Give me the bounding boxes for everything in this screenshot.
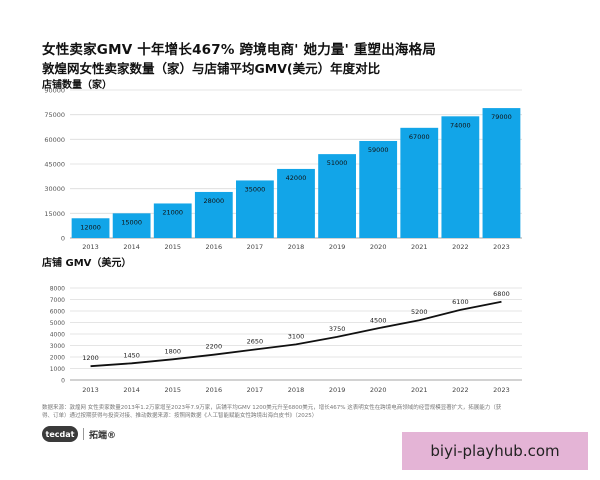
- line-value-label: 5200: [411, 308, 428, 316]
- line-value-label: 2650: [247, 338, 264, 346]
- bar-value-label: 51000: [327, 159, 348, 167]
- bar-y-tick-label: 60000: [44, 136, 65, 144]
- bar-x-tick-label: 2022: [452, 243, 469, 251]
- bar-x-tick-label: 2018: [288, 243, 305, 251]
- bar-chart-ylabel: 店铺数量（家）: [42, 80, 112, 91]
- line-x-tick-label: 2018: [288, 386, 305, 394]
- line-value-label: 3750: [329, 325, 346, 333]
- bar-x-tick-label: 2023: [493, 243, 510, 251]
- line-x-tick-label: 2016: [206, 386, 223, 394]
- bar: [441, 116, 480, 238]
- bar-y-tick-label: 75000: [44, 111, 65, 119]
- bar: [482, 108, 521, 238]
- line-x-tick-label: 2019: [329, 386, 346, 394]
- line-y-tick-label: 3000: [50, 343, 65, 350]
- line-value-label: 1200: [82, 354, 99, 362]
- brand: tecdat 拓端®: [42, 426, 116, 442]
- bar-value-label: 74000: [450, 121, 471, 129]
- bar: [112, 213, 151, 238]
- line-y-tick-label: 6000: [50, 309, 65, 316]
- bar-y-tick-label: 0: [61, 235, 65, 243]
- bar-x-tick-label: 2021: [411, 243, 428, 251]
- line-y-tick-label: 4000: [50, 332, 65, 339]
- bar: [318, 154, 356, 238]
- line-value-label: 3100: [288, 332, 305, 340]
- bar-x-tick-label: 2019: [329, 243, 346, 251]
- bar-chart: 0 15000 30000 45000 60000 75000 90000 12000 2013…: [44, 87, 522, 251]
- line-y-tick-label: 0: [61, 378, 65, 385]
- line-x-tick-label: 2013: [82, 386, 99, 394]
- bar-value-label: 15000: [121, 218, 142, 226]
- line-x-tick-label: 2017: [247, 386, 264, 394]
- bar: [277, 168, 315, 238]
- watermark: biyi-playhub.com: [402, 432, 588, 470]
- bar-y-tick-label: 30000: [44, 185, 65, 193]
- line-y-tick-label: 1000: [50, 366, 65, 373]
- bar: [236, 180, 274, 238]
- bar-value-label: 35000: [245, 185, 266, 193]
- line-x-tick-label: 2021: [411, 386, 428, 394]
- brand-name: 拓端®: [89, 430, 117, 441]
- bar: [194, 191, 233, 238]
- bar-value-label: 59000: [368, 146, 389, 154]
- line-value-label: 1450: [123, 351, 140, 359]
- line-value-label: 6100: [452, 298, 469, 306]
- bar-x-tick-label: 2017: [247, 243, 264, 251]
- line-value-label: 4500: [370, 316, 387, 324]
- line-value-label: 2200: [206, 343, 223, 351]
- line-x-tick-label: 2022: [452, 386, 469, 394]
- footnote: 数据来源：敦煌网 女性卖家数量2013年1.2万家增至2023年7.9万家，店铺…: [42, 405, 502, 419]
- bar: [359, 140, 398, 238]
- bar: [71, 218, 110, 238]
- bar-value-label: 28000: [203, 197, 224, 205]
- bar-x-tick-label: 2013: [82, 243, 99, 251]
- bar-y-tick-label: 45000: [44, 161, 65, 169]
- line-x-tick-label: 2015: [164, 386, 181, 394]
- bar-x-tick-label: 2015: [164, 243, 181, 251]
- line-value-label: 6800: [493, 290, 510, 298]
- chart-title: 女性卖家GMV 十年增长467% 跨境电商' 她力量' 重塑出海格局: [42, 42, 437, 58]
- line-x-tick-label: 2014: [123, 386, 140, 394]
- line-y-tick-label: 2000: [50, 355, 65, 362]
- bar-y-tick-label: 90000: [44, 87, 65, 95]
- bar: [400, 127, 439, 238]
- bar-value-label: 42000: [286, 174, 307, 182]
- tecdat-logo: tecdat: [42, 426, 78, 442]
- chart-subtitle: 敦煌网女性卖家数量（家）与店铺平均GMV(美元）年度对比: [42, 61, 381, 76]
- line-x-tick-label: 2023: [493, 386, 510, 394]
- line-y-tick-label: 5000: [50, 320, 65, 327]
- bar: [153, 203, 192, 238]
- gmv-series-line: [90, 300, 502, 368]
- bar-x-tick-label: 2016: [206, 243, 223, 251]
- line-y-tick-label: 8000: [50, 286, 65, 293]
- bar-value-label: 67000: [409, 133, 430, 141]
- line-x-tick-label: 2020: [370, 386, 387, 394]
- bar-value-label: 79000: [491, 113, 512, 121]
- bar-y-tick-label: 15000: [44, 210, 65, 218]
- line-chart-ylabel: 店铺 GMV（美元）: [42, 258, 132, 269]
- line-y-tick-label: 7000: [50, 297, 65, 304]
- bar-x-tick-label: 2020: [370, 243, 387, 251]
- line-value-label: 1800: [164, 347, 181, 355]
- bar-value-label: 12000: [80, 223, 101, 231]
- bar-value-label: 21000: [162, 208, 183, 216]
- line-chart: 0 1000 2000 3000 4000 5000 6000 7000 8000 1200 201…: [50, 286, 522, 394]
- brand-divider: [83, 428, 84, 440]
- bar-x-tick-label: 2014: [123, 243, 140, 251]
